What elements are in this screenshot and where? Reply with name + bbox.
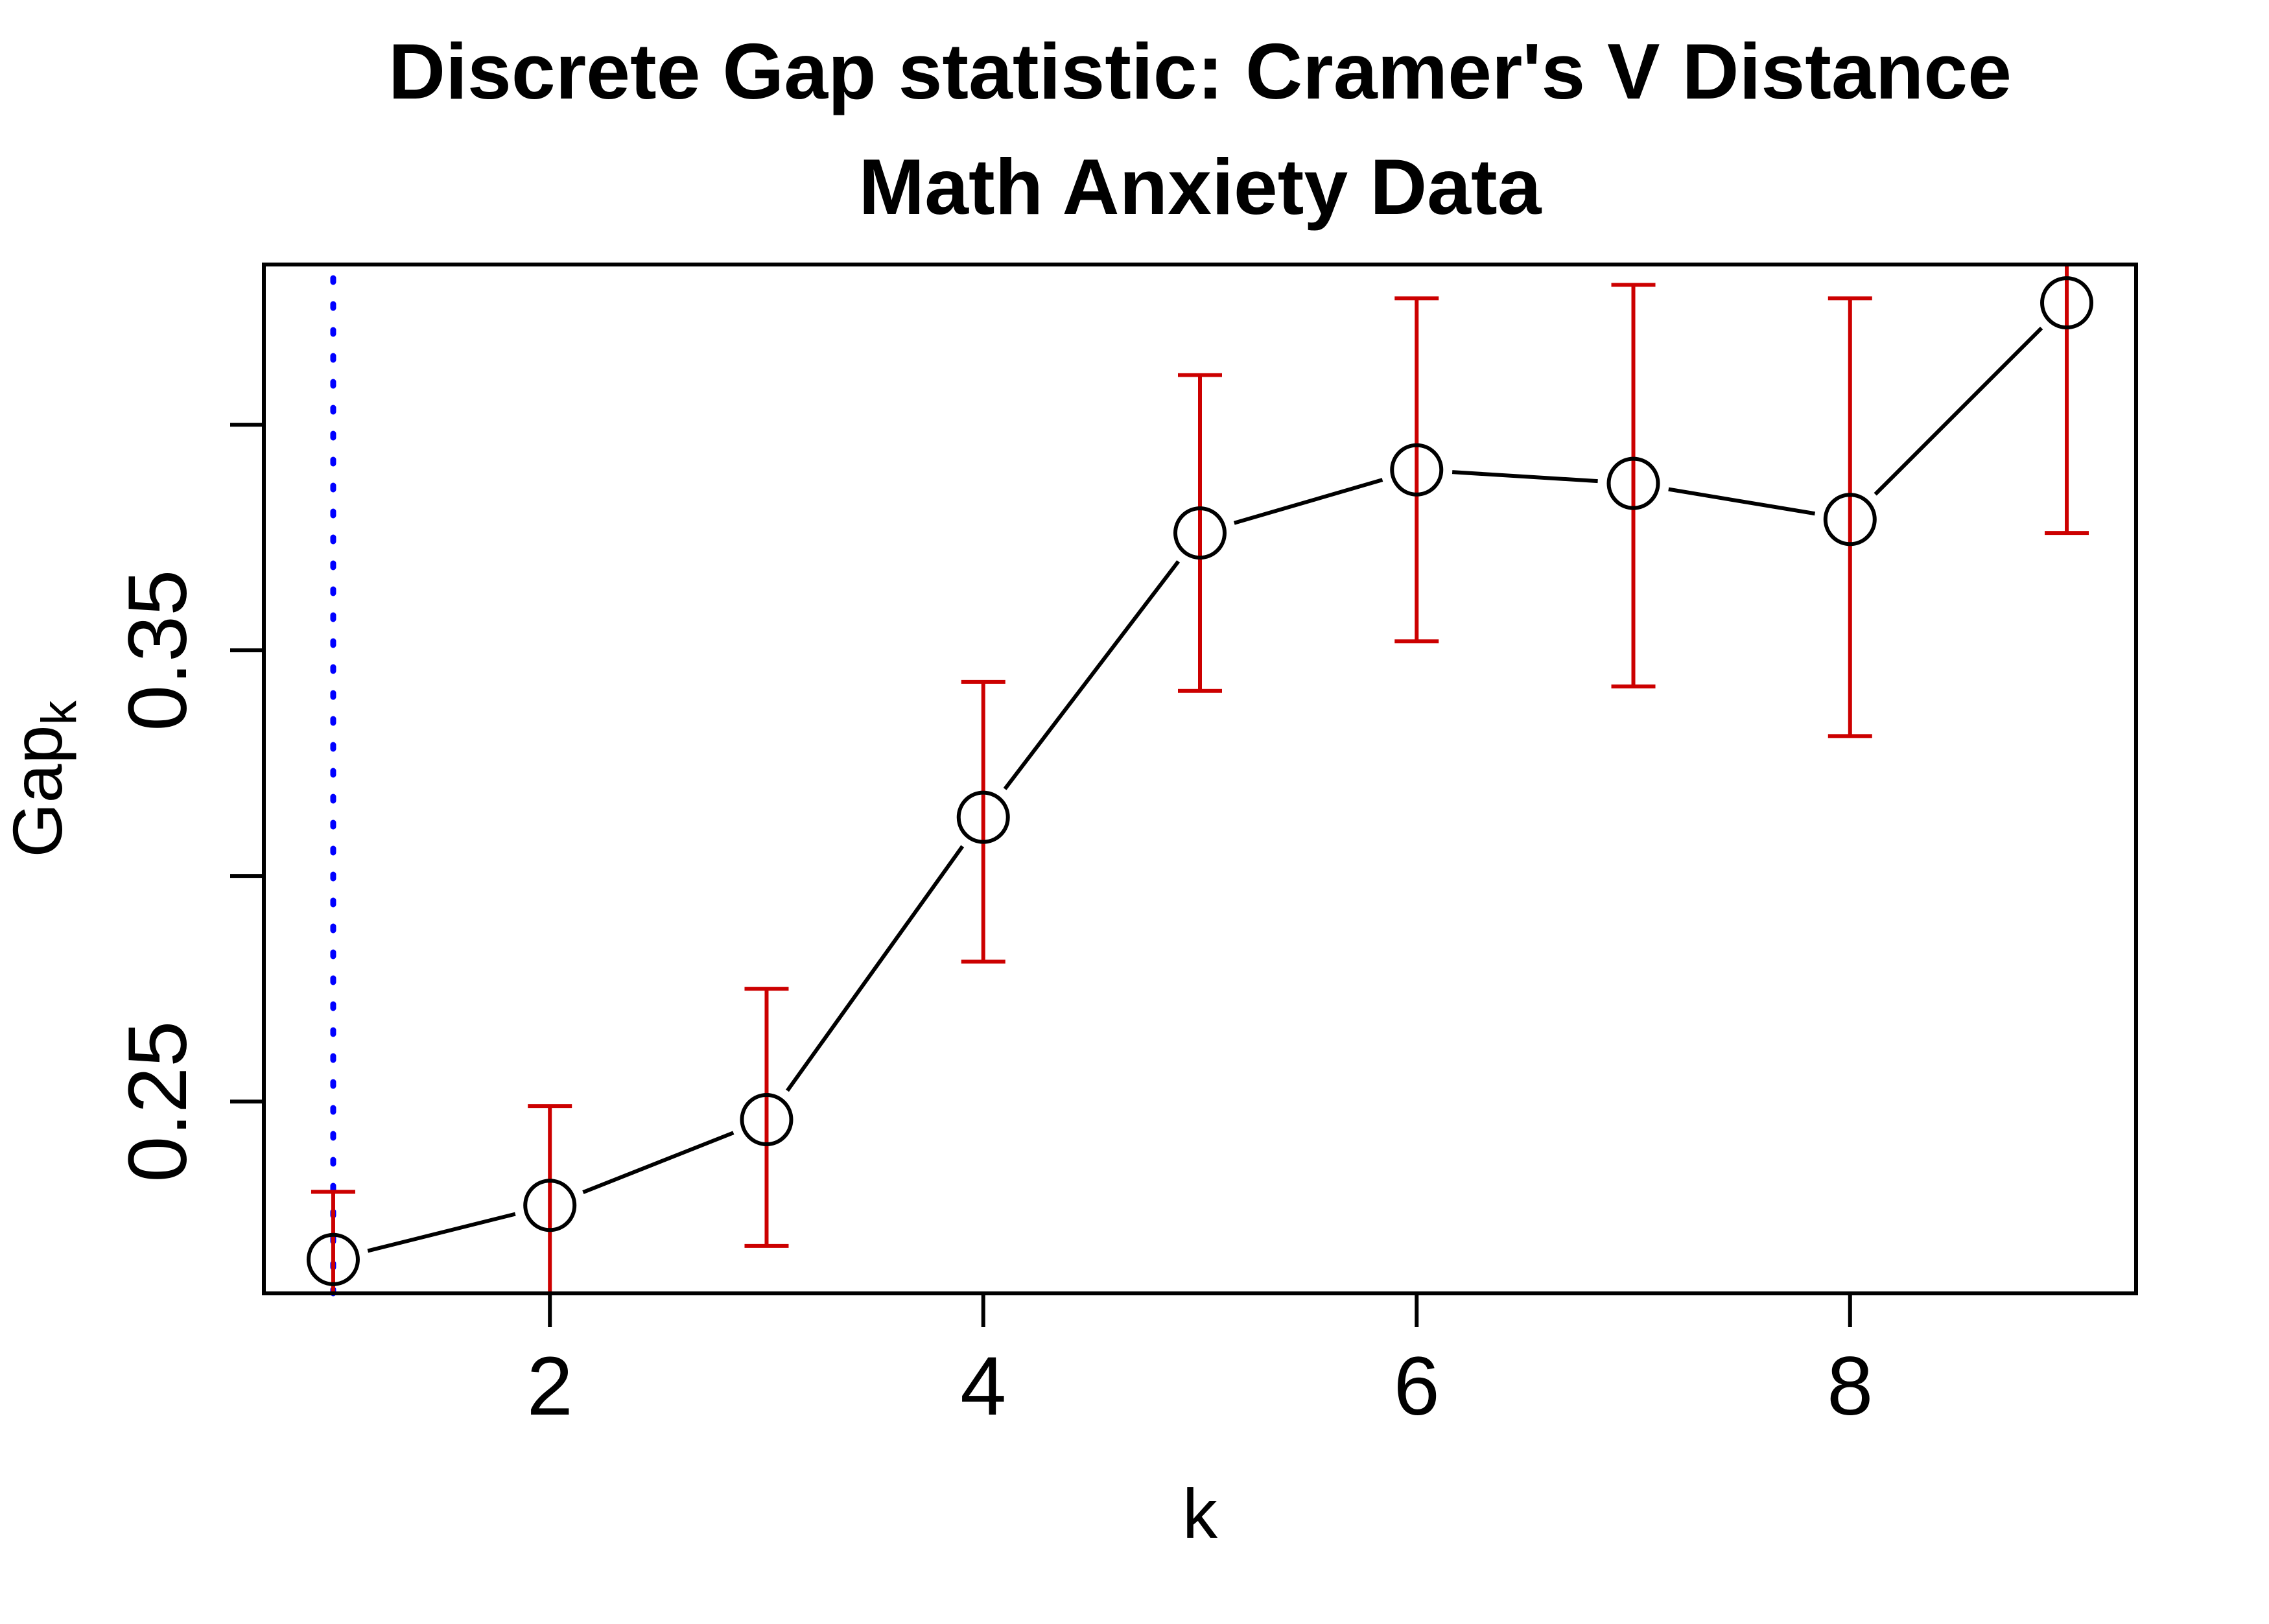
data-point-circle (306, 1232, 360, 1286)
y-axis-label: Gapk (0, 700, 87, 857)
y-tick-label: 0.35 (112, 570, 204, 731)
chart-title-line2: Math Anxiety Data (858, 143, 1542, 231)
series-line-segment (1003, 560, 1181, 790)
data-point-circle (1823, 493, 1877, 547)
plot-border (262, 263, 2138, 1295)
x-tick-label: 8 (1827, 1340, 1873, 1433)
data-point-circle (956, 790, 1010, 844)
series-line-segment (1874, 326, 2043, 496)
data-point-circle (1390, 443, 1444, 497)
y-tick-label: 0.25 (112, 1021, 204, 1183)
series-line-segment (1233, 478, 1383, 525)
series-line-segment (367, 1212, 516, 1253)
data-point-circle (1606, 456, 1660, 510)
x-tick-label: 6 (1394, 1340, 1440, 1433)
x-tick-label: 4 (960, 1340, 1006, 1433)
data-point-circle (523, 1179, 577, 1232)
series-line-segment (1668, 487, 1816, 516)
y-axis-label-main: Gap (0, 725, 76, 857)
y-axis-label-subscript: k (32, 700, 87, 725)
data-point-circle (1173, 506, 1227, 560)
series-line-segment (786, 845, 965, 1092)
series-line-segment (582, 1131, 735, 1194)
series-line-segment (1452, 470, 1598, 484)
x-axis-label: k (1182, 1474, 1218, 1553)
x-tick-label: 2 (527, 1340, 573, 1433)
chart-title-line1: Discrete Gap statistic: Cramer's V Dista… (388, 27, 2012, 115)
data-point-circle (740, 1093, 794, 1147)
data-point-circle (2040, 276, 2094, 330)
